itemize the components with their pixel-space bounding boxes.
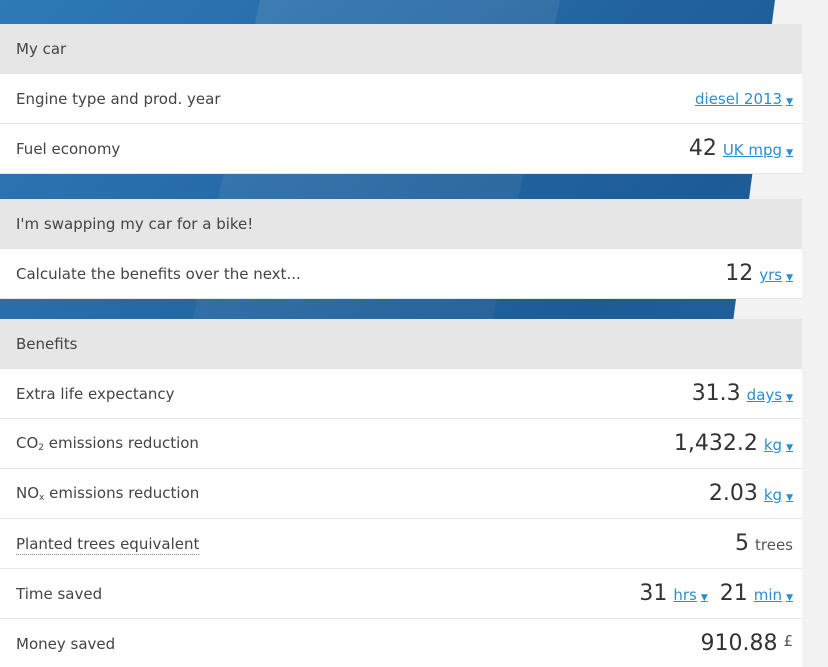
- period-label: Calculate the benefits over the next...: [16, 264, 301, 283]
- co2-label: CO2 emissions reduction: [16, 434, 674, 453]
- chevron-down-icon: ▼: [786, 96, 793, 107]
- minutes-unit: min: [753, 586, 783, 604]
- money-row: Money saved 910.88 £: [0, 619, 802, 667]
- co2-label-sub: 2: [38, 443, 45, 453]
- chevron-down-icon: ▼: [786, 148, 793, 158]
- nox-label-suffix: emissions reduction: [44, 484, 200, 502]
- chevron-down-icon: ▼: [786, 393, 793, 403]
- minutes-unit-dropdown[interactable]: min ▼: [754, 586, 793, 604]
- life-label: Extra life expectancy: [16, 384, 175, 403]
- trees-value: 5: [735, 531, 749, 556]
- chevron-down-icon: ▼: [700, 593, 708, 603]
- co2-value: 1,432.2: [673, 431, 758, 456]
- trees-row: Planted trees equivalent 5 trees: [0, 519, 802, 569]
- co2-unit: kg: [763, 436, 783, 454]
- nox-label-prefix: NO: [16, 484, 40, 502]
- period-unit-dropdown[interactable]: yrs ▼: [759, 266, 793, 284]
- nox-row: NOx emissions reduction 2.03 kg ▼: [0, 469, 802, 519]
- nox-unit-dropdown[interactable]: kg ▼: [764, 486, 793, 504]
- currency-symbol: £: [783, 632, 793, 650]
- trees-unit: trees: [755, 536, 793, 554]
- nox-value: 2.03: [708, 481, 758, 506]
- time-label: Time saved: [16, 584, 103, 603]
- fuel-value[interactable]: 42: [688, 136, 717, 161]
- fuel-row: Fuel economy 42 UK mpg ▼: [0, 124, 802, 174]
- chevron-down-icon: ▼: [786, 273, 793, 283]
- money-label: Money saved: [16, 634, 116, 653]
- engine-row: Engine type and prod. year diesel 2013 ▼: [0, 74, 802, 124]
- hours-value: 31: [639, 581, 668, 606]
- nox-unit: kg: [763, 486, 783, 504]
- hours-unit: hrs: [673, 586, 697, 604]
- engine-value: diesel 2013: [695, 89, 783, 108]
- life-value: 31.3: [691, 381, 741, 406]
- trees-label-wrap: Planted trees equivalent: [16, 534, 735, 555]
- engine-dropdown[interactable]: diesel 2013 ▼: [695, 90, 793, 108]
- section-title: Benefits: [16, 335, 78, 353]
- life-unit-dropdown[interactable]: days ▼: [747, 386, 793, 404]
- nox-label: NOx emissions reduction: [16, 484, 709, 503]
- life-unit: days: [746, 386, 783, 404]
- hours-unit-dropdown[interactable]: hrs ▼: [673, 586, 707, 604]
- fuel-label: Fuel economy: [16, 139, 121, 158]
- section-title: My car: [16, 40, 67, 58]
- life-row: Extra life expectancy 31.3 days ▼: [0, 369, 802, 419]
- fuel-unit-dropdown[interactable]: UK mpg ▼: [723, 141, 793, 159]
- period-row: Calculate the benefits over the next... …: [0, 249, 802, 299]
- nox-label-sub: x: [39, 493, 45, 503]
- chevron-down-icon: ▼: [786, 443, 793, 453]
- time-row: Time saved 31 hrs ▼ 21 min ▼: [0, 569, 802, 619]
- section-title: I'm swapping my car for a bike!: [16, 215, 254, 233]
- section-header-swap: I'm swapping my car for a bike!: [0, 199, 802, 249]
- section-header-my-car: My car: [0, 24, 802, 74]
- section-header-benefits: Benefits: [0, 319, 802, 369]
- co2-label-suffix: emissions reduction: [44, 434, 199, 452]
- period-unit: yrs: [759, 266, 783, 284]
- engine-label: Engine type and prod. year: [16, 89, 221, 108]
- period-value[interactable]: 12: [725, 261, 754, 286]
- co2-row: CO2 emissions reduction 1,432.2 kg ▼: [0, 419, 802, 469]
- trees-label[interactable]: Planted trees equivalent: [16, 534, 200, 555]
- fuel-unit: UK mpg: [722, 141, 783, 159]
- chevron-down-icon: ▼: [786, 593, 793, 603]
- money-value: 910.88: [700, 631, 778, 656]
- co2-label-prefix: CO: [16, 434, 39, 452]
- co2-unit-dropdown[interactable]: kg ▼: [764, 436, 793, 454]
- chevron-down-icon: ▼: [786, 493, 793, 503]
- minutes-value: 21: [719, 581, 748, 606]
